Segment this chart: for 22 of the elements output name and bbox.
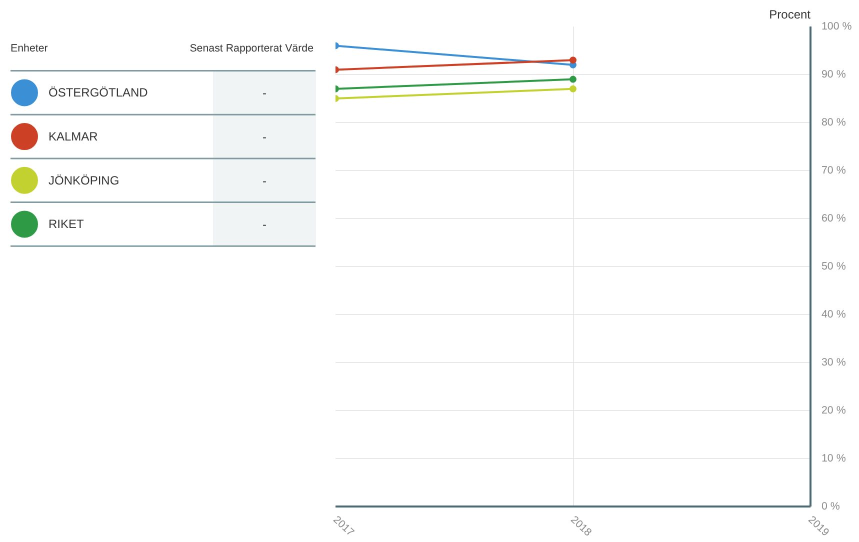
text: -	[262, 130, 266, 144]
text: -	[262, 218, 266, 232]
y-tick-label: 50 %	[822, 260, 846, 272]
y-axis-title: Procent	[769, 8, 812, 22]
legend-label: KALMAR	[48, 130, 98, 144]
y-tick-label: 30 %	[822, 356, 846, 368]
legend-label: RIKET	[48, 217, 85, 232]
y-tick-label: 80 %	[822, 116, 846, 128]
y-tick-label: 40 %	[822, 308, 846, 320]
text: -	[262, 174, 266, 188]
y-tick-label: 100 %	[822, 20, 852, 32]
y-tick-label: 90 %	[822, 68, 846, 80]
y-tick-label: 70 %	[822, 164, 846, 176]
legend-label: ÖSTERGÖTLAND	[48, 86, 148, 100]
legend-label: JÖNKÖPING	[48, 173, 120, 188]
y-tick-label: 10 %	[822, 452, 846, 464]
y-tick-label: 0 %	[822, 500, 840, 512]
legend-title: Enheter	[10, 42, 48, 55]
text: Senast Rapporterat Värde	[190, 42, 314, 55]
text: -	[262, 86, 266, 100]
y-tick-label: 60 %	[822, 212, 846, 224]
y-tick-label: 20 %	[822, 404, 846, 416]
